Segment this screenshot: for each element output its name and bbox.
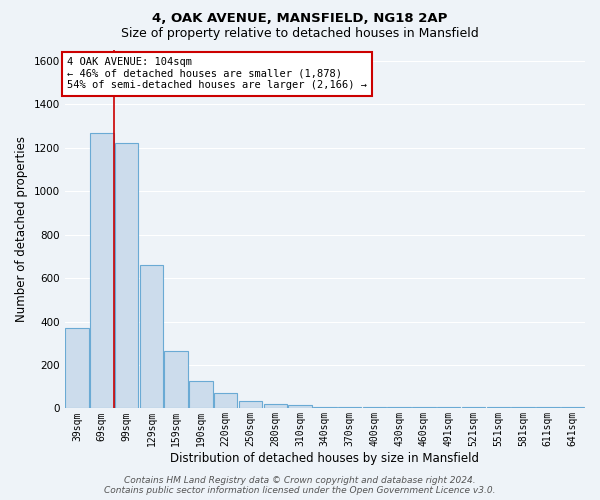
Text: 4, OAK AVENUE, MANSFIELD, NG18 2AP: 4, OAK AVENUE, MANSFIELD, NG18 2AP: [152, 12, 448, 26]
Bar: [239, 401, 262, 408]
Bar: [140, 265, 163, 408]
Text: Size of property relative to detached houses in Mansfield: Size of property relative to detached ho…: [121, 28, 479, 40]
X-axis label: Distribution of detached houses by size in Mansfield: Distribution of detached houses by size …: [170, 452, 479, 465]
Bar: [263, 404, 287, 408]
Y-axis label: Number of detached properties: Number of detached properties: [15, 136, 28, 322]
Bar: [65, 328, 89, 408]
Bar: [164, 351, 188, 408]
Text: 4 OAK AVENUE: 104sqm
← 46% of detached houses are smaller (1,878)
54% of semi-de: 4 OAK AVENUE: 104sqm ← 46% of detached h…: [67, 58, 367, 90]
Bar: [214, 393, 238, 408]
Bar: [288, 405, 312, 408]
Bar: [189, 382, 213, 408]
Text: Contains HM Land Registry data © Crown copyright and database right 2024.
Contai: Contains HM Land Registry data © Crown c…: [104, 476, 496, 495]
Bar: [90, 132, 113, 408]
Bar: [115, 144, 139, 408]
